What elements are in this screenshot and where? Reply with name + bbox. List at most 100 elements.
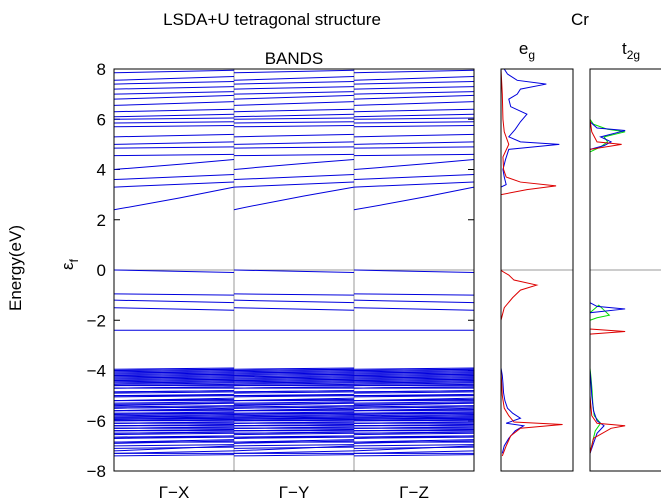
band-line: [113, 367, 235, 370]
band-line: [113, 146, 235, 149]
band-line: [233, 76, 355, 81]
band-line: [113, 397, 235, 402]
band-line: [233, 429, 355, 432]
band-line: [113, 383, 235, 387]
band-line: [113, 91, 235, 95]
band-line: [233, 153, 355, 157]
band-line: [353, 299, 475, 304]
band-line: [233, 146, 355, 149]
band-line: [353, 435, 475, 438]
band-line: [113, 445, 235, 452]
band-line: [233, 446, 355, 449]
band-line: [233, 141, 355, 145]
band-line: [113, 424, 235, 427]
band-line: [233, 69, 355, 74]
band-line: [353, 418, 475, 422]
band-line: [113, 375, 235, 378]
band-line: [353, 397, 475, 402]
band-line: [113, 393, 235, 397]
band-line: [353, 174, 475, 181]
band-line: [353, 133, 475, 138]
band-line: [233, 382, 355, 385]
band-line: [233, 436, 355, 439]
band-line: [113, 405, 235, 408]
band-line: [233, 367, 355, 370]
band-line: [353, 378, 475, 382]
t2g-dos-lines: [589, 118, 661, 454]
band-line: [233, 406, 355, 409]
band-line: [113, 415, 235, 418]
t2g-frame: [589, 68, 661, 472]
band-line: [233, 174, 355, 181]
band-line: [233, 421, 355, 424]
t2g-dos-green: [589, 118, 626, 454]
band-line: [233, 426, 355, 429]
band-line: [353, 429, 475, 432]
band-line: [353, 401, 475, 404]
band-line: [113, 431, 235, 434]
band-line: [353, 368, 475, 371]
band-line: [233, 378, 355, 382]
band-line: [113, 381, 235, 384]
eg-frame: [500, 68, 574, 472]
band-line: [353, 439, 475, 443]
band-line: [353, 293, 475, 296]
band-line: [113, 370, 235, 373]
eg-dos-blue: [500, 68, 560, 454]
band-line: [233, 108, 355, 113]
band-line: [113, 373, 235, 377]
band-line: [233, 86, 355, 90]
band-line: [353, 86, 475, 90]
band-line: [233, 125, 355, 128]
band-line: [113, 454, 235, 457]
band-line: [353, 94, 475, 100]
band-line: [233, 395, 355, 398]
band-line: [113, 395, 235, 398]
band-line: [113, 371, 235, 374]
band-line: [233, 439, 355, 443]
band-line: [233, 377, 355, 380]
y-tick-label: −6: [87, 412, 106, 431]
band-line: [353, 444, 475, 447]
band-line: [353, 117, 475, 120]
band-line: [233, 417, 355, 420]
band-line: [233, 391, 355, 394]
x-tick-label: Γ−X: [159, 483, 190, 502]
band-line: [353, 446, 475, 449]
band-line: [233, 158, 355, 170]
band-line: [113, 401, 235, 404]
element-label: Cr: [571, 10, 589, 29]
band-line: [233, 393, 355, 397]
band-line: [113, 402, 235, 405]
band-line: [353, 411, 475, 414]
band-panel: BANDS Energy(eV) εf −8 −6 −4 −2 0 2 4 6 8 Γ−X Γ−Y…: [6, 49, 475, 502]
band-line: [113, 181, 235, 188]
band-line: [353, 370, 475, 373]
band-line: [233, 424, 355, 427]
band-line: [233, 186, 355, 211]
band-line: [233, 368, 355, 371]
band-line: [353, 421, 475, 424]
x-tick-labels: Γ−X Γ−Y Γ−Z: [159, 483, 429, 502]
band-line: [233, 293, 355, 296]
t2g-dos-blue: [589, 121, 626, 454]
band-line: [233, 376, 355, 379]
band-line: [353, 186, 475, 211]
band-line: [233, 411, 355, 414]
band-line: [353, 405, 475, 408]
band-line: [353, 406, 475, 409]
band-frame: [113, 68, 475, 472]
band-line: [113, 174, 235, 181]
band-line: [113, 108, 235, 113]
band-line: [233, 454, 355, 457]
eg-panel: eg: [500, 39, 574, 472]
band-line: [233, 269, 355, 274]
band-line: [353, 450, 475, 454]
band-line: [113, 133, 235, 138]
band-line: [113, 293, 235, 296]
band-line: [233, 444, 355, 447]
band-line: [113, 299, 235, 304]
band-line: [113, 429, 235, 432]
band-line: [233, 91, 355, 95]
band-line: [233, 381, 355, 384]
